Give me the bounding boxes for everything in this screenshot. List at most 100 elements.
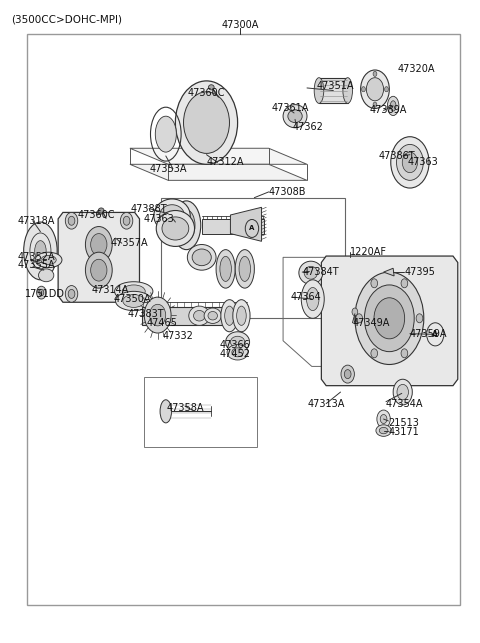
Ellipse shape bbox=[299, 261, 323, 284]
Circle shape bbox=[150, 304, 166, 326]
Text: 47352A: 47352A bbox=[17, 251, 55, 262]
Ellipse shape bbox=[239, 257, 251, 282]
Polygon shape bbox=[230, 207, 262, 241]
Circle shape bbox=[371, 279, 378, 288]
Text: 47349A: 47349A bbox=[352, 318, 390, 328]
Bar bbox=[144, 377, 257, 447]
Circle shape bbox=[356, 314, 362, 323]
Ellipse shape bbox=[156, 210, 194, 246]
Circle shape bbox=[384, 87, 388, 92]
Circle shape bbox=[377, 410, 390, 428]
Ellipse shape bbox=[237, 306, 246, 325]
Text: 47314A: 47314A bbox=[92, 285, 129, 295]
Ellipse shape bbox=[189, 306, 210, 325]
Circle shape bbox=[416, 314, 423, 323]
Text: 47361A: 47361A bbox=[271, 104, 309, 113]
Text: 47452: 47452 bbox=[220, 349, 251, 359]
Polygon shape bbox=[384, 268, 394, 276]
Text: 21513: 21513 bbox=[388, 418, 419, 428]
Circle shape bbox=[91, 233, 107, 255]
Text: 47350A: 47350A bbox=[113, 294, 151, 304]
Text: 47363: 47363 bbox=[408, 158, 438, 167]
Ellipse shape bbox=[227, 345, 248, 360]
Text: 47351A: 47351A bbox=[317, 81, 354, 91]
Text: 47384T: 47384T bbox=[302, 267, 339, 277]
Circle shape bbox=[401, 349, 408, 358]
Ellipse shape bbox=[24, 222, 57, 280]
Text: A: A bbox=[432, 330, 438, 339]
Ellipse shape bbox=[226, 332, 250, 352]
Ellipse shape bbox=[116, 291, 152, 311]
Circle shape bbox=[374, 298, 405, 339]
Text: A: A bbox=[249, 226, 255, 231]
Circle shape bbox=[380, 415, 387, 424]
Ellipse shape bbox=[235, 249, 254, 288]
Text: 47362: 47362 bbox=[293, 122, 324, 132]
Ellipse shape bbox=[98, 208, 104, 213]
Text: 47354A: 47354A bbox=[386, 399, 423, 408]
Polygon shape bbox=[58, 212, 140, 302]
Ellipse shape bbox=[187, 244, 216, 270]
Ellipse shape bbox=[160, 400, 171, 423]
Circle shape bbox=[120, 212, 133, 229]
Circle shape bbox=[360, 70, 389, 109]
Ellipse shape bbox=[283, 105, 307, 128]
Text: 47318A: 47318A bbox=[17, 216, 55, 226]
Ellipse shape bbox=[208, 311, 217, 320]
Text: 47355A: 47355A bbox=[17, 260, 55, 270]
Circle shape bbox=[36, 286, 46, 299]
Circle shape bbox=[120, 285, 133, 302]
Circle shape bbox=[373, 71, 377, 77]
Ellipse shape bbox=[193, 311, 205, 321]
Text: 47359A: 47359A bbox=[410, 329, 447, 339]
Circle shape bbox=[39, 289, 44, 296]
Ellipse shape bbox=[204, 308, 221, 323]
Circle shape bbox=[371, 349, 378, 358]
Circle shape bbox=[397, 385, 408, 400]
Text: (3500CC>DOHC-MPI): (3500CC>DOHC-MPI) bbox=[11, 15, 122, 25]
Ellipse shape bbox=[115, 282, 153, 301]
Text: 47389A: 47389A bbox=[369, 105, 407, 115]
Ellipse shape bbox=[38, 269, 54, 282]
Circle shape bbox=[352, 308, 358, 316]
Bar bbox=[142, 307, 247, 325]
Ellipse shape bbox=[376, 425, 391, 437]
Text: 47300A: 47300A bbox=[221, 20, 259, 30]
Text: 47465: 47465 bbox=[147, 318, 178, 328]
Ellipse shape bbox=[41, 255, 56, 264]
Circle shape bbox=[402, 152, 418, 173]
Ellipse shape bbox=[301, 280, 324, 318]
Text: 47366: 47366 bbox=[220, 340, 251, 350]
Bar bbox=[319, 78, 348, 104]
Circle shape bbox=[401, 279, 408, 288]
Text: 47357A: 47357A bbox=[111, 238, 148, 248]
Ellipse shape bbox=[216, 249, 235, 288]
Text: 47312A: 47312A bbox=[206, 158, 244, 167]
Circle shape bbox=[175, 81, 238, 165]
Ellipse shape bbox=[232, 348, 243, 357]
Ellipse shape bbox=[35, 252, 62, 267]
Circle shape bbox=[85, 226, 112, 262]
Circle shape bbox=[183, 92, 229, 154]
Ellipse shape bbox=[387, 96, 399, 116]
Ellipse shape bbox=[178, 210, 195, 240]
Ellipse shape bbox=[192, 249, 211, 266]
Ellipse shape bbox=[307, 287, 319, 311]
Ellipse shape bbox=[122, 285, 145, 298]
Ellipse shape bbox=[208, 85, 214, 90]
Ellipse shape bbox=[154, 199, 190, 232]
Circle shape bbox=[68, 216, 75, 225]
Ellipse shape bbox=[233, 300, 250, 332]
Text: 47313A: 47313A bbox=[308, 399, 345, 408]
Text: 47383T: 47383T bbox=[128, 309, 164, 319]
Circle shape bbox=[91, 259, 107, 281]
Text: 43171: 43171 bbox=[388, 428, 419, 437]
Text: 47364: 47364 bbox=[290, 292, 321, 302]
Bar bbox=[161, 197, 345, 318]
Circle shape bbox=[393, 379, 412, 405]
Ellipse shape bbox=[314, 78, 324, 104]
Circle shape bbox=[123, 289, 130, 298]
Circle shape bbox=[144, 297, 171, 333]
Circle shape bbox=[65, 212, 78, 229]
Text: 1751DD: 1751DD bbox=[24, 289, 65, 299]
